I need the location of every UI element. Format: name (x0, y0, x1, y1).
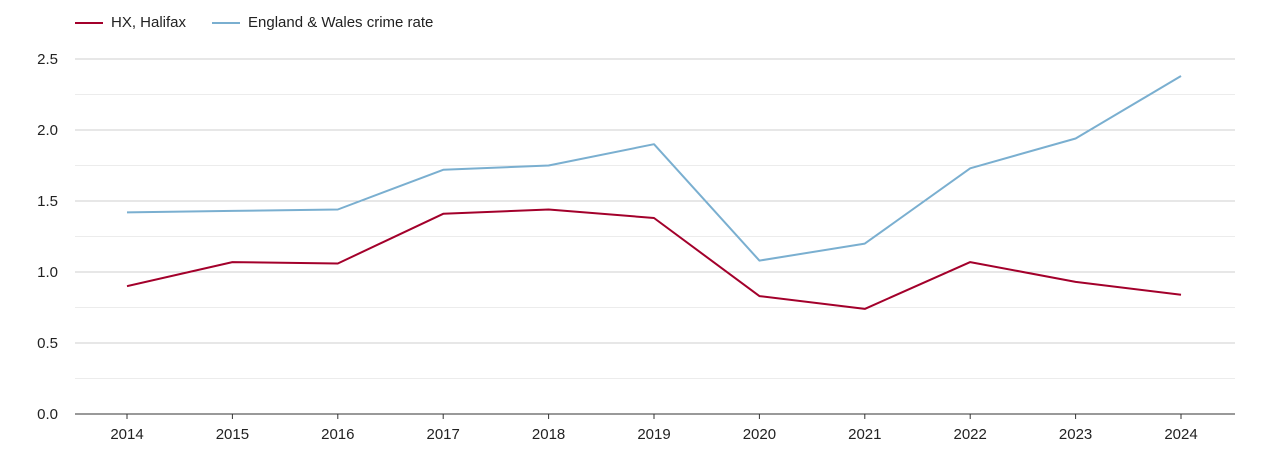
y-tick-label: 2.5 (37, 51, 58, 68)
y-tick-label: 0.5 (37, 335, 58, 352)
x-tick-label: 2015 (216, 426, 249, 443)
legend-swatch-halifax (75, 21, 103, 24)
x-tick-label: 2019 (637, 426, 670, 443)
x-tick-label: 2024 (1164, 426, 1197, 443)
x-tick-label: 2016 (321, 426, 354, 443)
x-tick-label: 2017 (427, 426, 460, 443)
x-tick-label: 2021 (848, 426, 881, 443)
y-tick-label: 0.0 (37, 406, 58, 423)
series-line-england-wales (126, 75, 1182, 262)
legend: HX, Halifax England & Wales crime rate (75, 14, 433, 31)
x-tick-label: 2020 (743, 426, 776, 443)
y-tick-label: 2.0 (37, 122, 58, 139)
legend-swatch-england-wales (212, 21, 241, 24)
x-tick-label: 2018 (532, 426, 565, 443)
series-line-halifax (126, 208, 1182, 310)
legend-label-england-wales: England & Wales crime rate (248, 14, 434, 31)
x-tick-label: 2023 (1059, 426, 1092, 443)
legend-item-halifax[interactable]: HX, Halifax (75, 14, 186, 31)
legend-label-halifax: HX, Halifax (111, 14, 187, 31)
y-tick-label: 1.5 (37, 193, 58, 210)
legend-item-england-wales[interactable]: England & Wales crime rate (212, 14, 433, 31)
x-tick-label: 2022 (954, 426, 987, 443)
x-tick-label: 2014 (110, 426, 143, 443)
y-tick-label: 1.0 (37, 264, 58, 281)
